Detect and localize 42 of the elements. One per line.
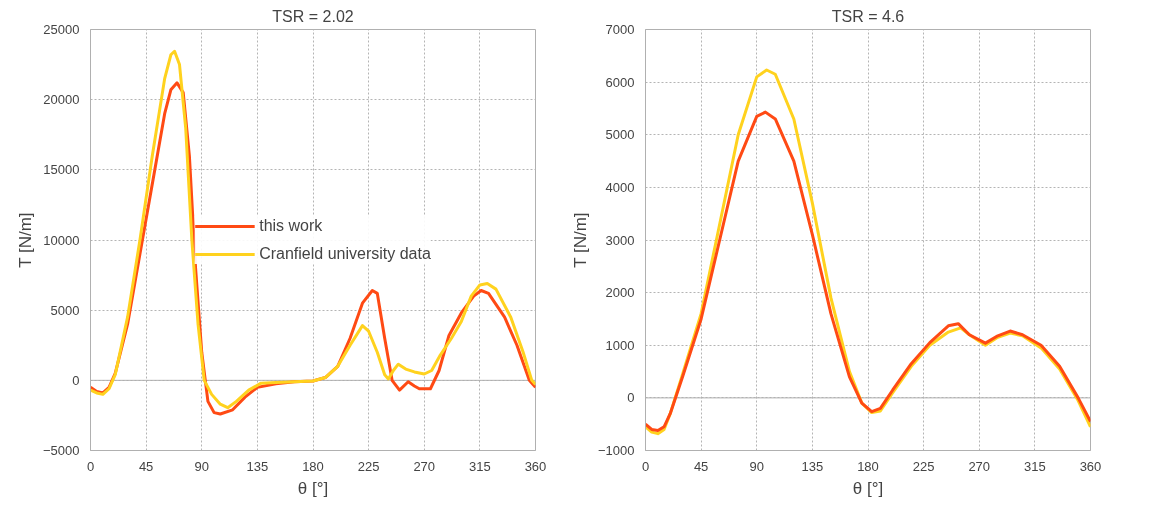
- x-tick-label: 180: [857, 458, 879, 474]
- legend-label: Cranfield university data: [259, 244, 431, 263]
- y-tick-label: 2000: [605, 285, 635, 301]
- y-tick-label: 15000: [43, 162, 80, 178]
- y-tick-label: 20000: [43, 92, 80, 108]
- x-tick-label: 45: [138, 458, 154, 474]
- y-tick-label: 3000: [605, 232, 635, 248]
- y-tick-label: −1000: [597, 443, 635, 458]
- x-tick-label: 0: [86, 458, 95, 474]
- legend-label: this work: [259, 216, 323, 235]
- x-tick-label: 270: [968, 458, 991, 474]
- chart-title: TSR = 4.6: [831, 7, 905, 25]
- y-tick-label: 0: [72, 372, 80, 388]
- x-axis-title: θ [°]: [297, 478, 329, 498]
- x-tick-label: 0: [641, 458, 650, 474]
- x-tick-label: 135: [246, 458, 269, 474]
- y-tick-label: 5000: [605, 127, 635, 143]
- x-tick-label: 135: [801, 458, 824, 474]
- x-tick-label: 225: [357, 458, 380, 474]
- x-tick-label: 315: [469, 458, 491, 474]
- y-axis-title: T [N/m]: [570, 212, 590, 268]
- chart-title: TSR = 2.02: [272, 7, 354, 25]
- y-tick-label: −5000: [42, 443, 80, 458]
- x-tick-label: 45: [693, 458, 709, 474]
- x-tick-label: 90: [194, 458, 209, 474]
- x-tick-label: 270: [413, 458, 436, 474]
- y-tick-label: 0: [627, 390, 635, 406]
- y-tick-label: 4000: [605, 179, 635, 195]
- x-axis-title: θ [°]: [852, 478, 884, 498]
- y-tick-label: 1000: [605, 337, 635, 353]
- x-tick-label: 360: [1079, 458, 1102, 474]
- y-tick-label: 25000: [43, 22, 80, 37]
- y-tick-label: 5000: [50, 302, 80, 318]
- y-tick-label: 6000: [605, 74, 635, 90]
- x-tick-label: 90: [749, 458, 764, 474]
- y-tick-label: 7000: [605, 22, 635, 37]
- x-tick-label: 315: [1024, 458, 1046, 474]
- x-tick-label: 180: [302, 458, 324, 474]
- x-tick-label: 225: [912, 458, 935, 474]
- x-tick-label: 360: [524, 458, 547, 474]
- y-tick-label: 10000: [43, 232, 80, 248]
- y-axis-title: T [N/m]: [15, 212, 35, 268]
